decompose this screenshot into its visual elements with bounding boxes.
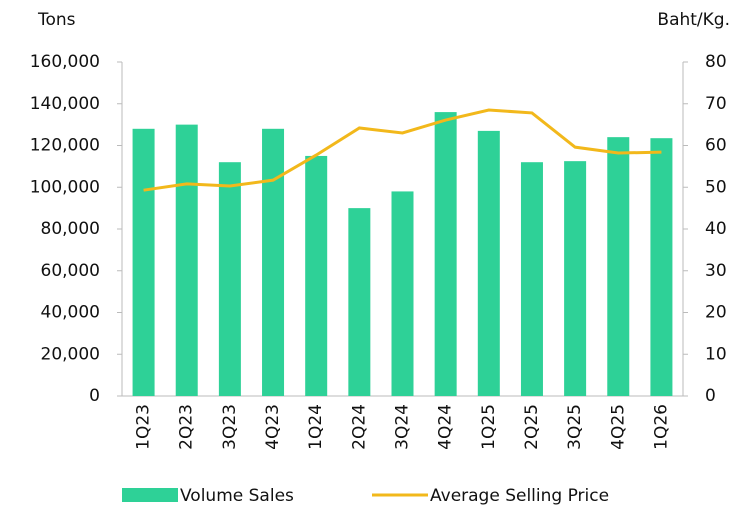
x-tick-label: 2Q24 <box>349 404 369 450</box>
x-tick-label: 3Q24 <box>393 404 413 450</box>
y-tick-label: 100,000 <box>30 177 100 197</box>
x-tick-label: 4Q24 <box>436 404 456 450</box>
legend-label: Average Selling Price <box>430 486 609 506</box>
y2-tick-label: 20 <box>705 303 727 323</box>
y2-tick-label: 80 <box>705 52 727 72</box>
legend-label: Volume Sales <box>180 486 294 506</box>
y2-tick-label: 40 <box>705 219 727 239</box>
bar <box>434 112 457 396</box>
x-tick-label: 1Q23 <box>134 404 154 450</box>
y2-tick-label: 50 <box>705 177 727 197</box>
y-tick-label: 80,000 <box>41 219 100 239</box>
bar <box>348 208 371 396</box>
line <box>143 108 662 192</box>
legend-swatch <box>122 488 178 502</box>
bar <box>218 162 241 396</box>
bar <box>391 191 414 396</box>
y-tick-label: 140,000 <box>30 94 100 114</box>
y2-tick-label: 60 <box>705 136 727 156</box>
bar <box>564 161 587 396</box>
bar <box>262 128 285 397</box>
y2-tick-label: 70 <box>705 94 727 114</box>
x-tick-label: 1Q25 <box>479 404 499 450</box>
y-tick-label: 40,000 <box>41 303 100 323</box>
y2-axis-label: Baht/Kg. <box>657 10 730 30</box>
bar <box>305 155 328 396</box>
y-tick-label: 0 <box>89 386 100 406</box>
y2-tick-label: 10 <box>705 344 727 364</box>
bar <box>132 128 155 397</box>
y-axis-label: Tons <box>37 10 76 30</box>
bar <box>520 162 543 396</box>
y2-tick-label: 0 <box>705 386 716 406</box>
y2-tick-label: 30 <box>705 261 727 281</box>
x-tick-label: 3Q23 <box>220 404 240 450</box>
bar <box>175 124 198 396</box>
x-tick-label: 4Q23 <box>263 404 283 450</box>
y-tick-label: 160,000 <box>30 52 100 72</box>
x-tick-label: 1Q24 <box>306 404 326 450</box>
y-tick-label: 60,000 <box>41 261 100 281</box>
bar <box>650 138 673 396</box>
x-tick-label: 2Q25 <box>522 404 542 450</box>
x-tick-label: 2Q23 <box>177 404 197 450</box>
x-tick-label: 1Q26 <box>651 404 671 450</box>
x-tick-label: 3Q25 <box>565 404 585 450</box>
bar <box>607 137 630 396</box>
x-tick-label: 4Q25 <box>608 404 628 450</box>
y-tick-label: 120,000 <box>30 136 100 156</box>
y-tick-label: 20,000 <box>41 344 100 364</box>
bar <box>477 130 500 396</box>
